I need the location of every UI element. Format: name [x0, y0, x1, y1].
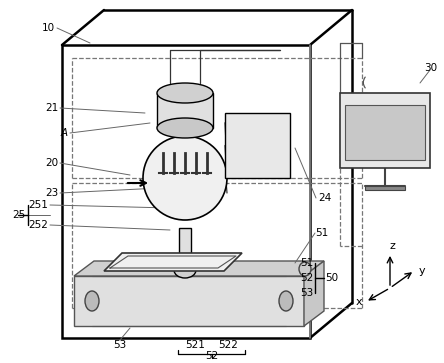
Text: z: z	[389, 241, 395, 251]
Text: 521: 521	[185, 340, 205, 350]
Bar	[157, 93, 213, 128]
Ellipse shape	[299, 262, 311, 276]
Polygon shape	[74, 261, 324, 276]
Text: 30: 30	[424, 63, 437, 73]
Text: y: y	[418, 265, 425, 276]
Text: 251: 251	[28, 200, 48, 210]
Bar	[345, 105, 425, 160]
Ellipse shape	[157, 83, 213, 103]
Text: 522: 522	[218, 340, 238, 350]
Text: 252: 252	[28, 220, 48, 230]
Circle shape	[143, 136, 227, 220]
Text: 53: 53	[300, 288, 313, 298]
Ellipse shape	[85, 291, 99, 311]
Polygon shape	[304, 261, 324, 326]
Bar	[365, 186, 405, 190]
Bar	[74, 276, 304, 326]
Text: 23: 23	[45, 188, 58, 198]
Text: 51: 51	[315, 228, 328, 238]
Text: 21: 21	[45, 103, 58, 113]
Bar	[340, 93, 430, 168]
Text: x: x	[355, 297, 362, 307]
Text: 52: 52	[300, 273, 313, 283]
Text: A: A	[61, 128, 68, 138]
Bar	[62, 45, 310, 338]
Text: 52: 52	[206, 351, 218, 361]
Text: 20: 20	[45, 158, 58, 168]
Polygon shape	[104, 253, 242, 271]
Bar	[225, 113, 290, 178]
Ellipse shape	[157, 118, 213, 138]
Text: 51: 51	[300, 258, 313, 268]
Text: 50: 50	[325, 273, 338, 283]
Text: 10: 10	[42, 23, 55, 33]
Ellipse shape	[279, 291, 293, 311]
Text: 25: 25	[12, 210, 25, 220]
Ellipse shape	[174, 262, 196, 278]
Bar	[179, 228, 191, 258]
Text: 53: 53	[113, 340, 127, 350]
Text: 24: 24	[318, 193, 331, 203]
